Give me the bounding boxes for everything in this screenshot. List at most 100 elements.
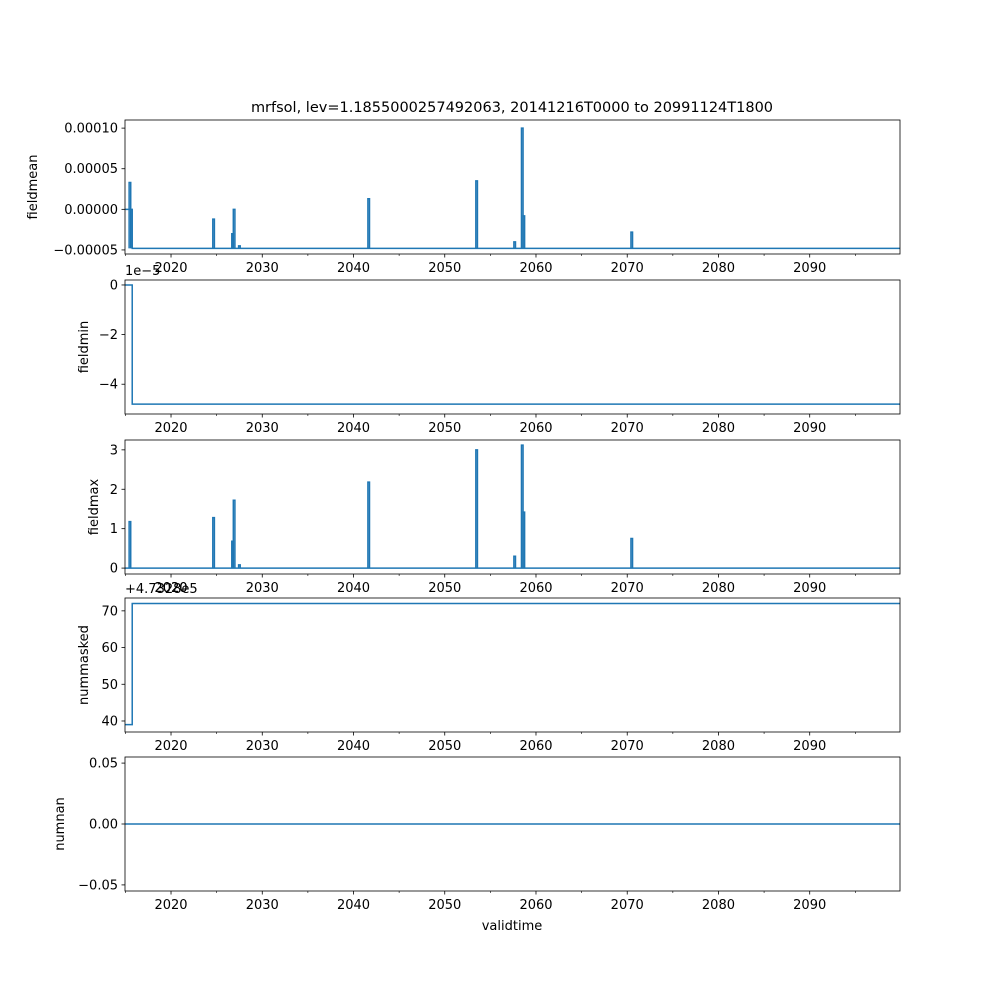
series-line-fieldmean xyxy=(125,208,900,250)
subplot-fieldmean: −0.00005 0.00000 0.00005 0.00010 2020 2030 204… xyxy=(26,119,901,276)
spike-fieldmean-0 xyxy=(128,181,132,249)
x-tick-label: 2020 xyxy=(154,898,187,913)
x-tick-label: 2040 xyxy=(337,581,370,596)
subplot-numnan: −0.05 0.00 0.05 2020 2030 2040 2050 2060 2070 208… xyxy=(53,757,901,913)
y-tick-label: 0.00000 xyxy=(64,203,118,218)
y-tick-label: 0.05 xyxy=(89,757,118,772)
y-tick-label: −2 xyxy=(99,328,118,343)
spike-fieldmax-4 xyxy=(237,564,241,569)
series-line-fieldmin xyxy=(125,284,900,405)
x-tick-label: 2070 xyxy=(611,261,644,276)
y-tick-label: 0 xyxy=(110,278,118,293)
spike-fieldmean-9 xyxy=(522,215,526,249)
subplot-fieldmax: 0 1 2 3 2020 2030 2040 2050 2060 2070 2080 2090 fiel… xyxy=(87,439,901,596)
x-tick-label: 2030 xyxy=(246,739,279,754)
spike-fieldmax-1 xyxy=(212,516,216,569)
x-tick-label: 2090 xyxy=(793,739,826,754)
y-tick-label: −0.00005 xyxy=(53,243,118,258)
x-tick-label: 2080 xyxy=(702,739,735,754)
x-tick-label: 2020 xyxy=(154,739,187,754)
x-tick-label: 2050 xyxy=(428,898,461,913)
spike-fieldmean-5 xyxy=(367,198,371,249)
y-axis-label: fieldmax xyxy=(87,479,102,536)
axes-frame xyxy=(124,279,901,415)
x-tick-label: 2040 xyxy=(337,898,370,913)
x-tick-label: 2090 xyxy=(793,261,826,276)
spike-fieldmean-4 xyxy=(237,245,241,249)
x-tick-label: 2050 xyxy=(428,581,461,596)
x-tick-label: 2070 xyxy=(611,739,644,754)
x-axis-label: validtime xyxy=(482,919,543,934)
x-tick-label: 2070 xyxy=(611,421,644,436)
y-axis-label: fieldmean xyxy=(26,155,41,220)
y-offset-text: +4.7328e5 xyxy=(125,582,198,597)
x-tick-label: 2070 xyxy=(611,581,644,596)
spike-fieldmean-8 xyxy=(520,127,524,249)
y-tick-label: 50 xyxy=(101,678,118,693)
x-tick-label: 2050 xyxy=(428,421,461,436)
y-tick-label: 3 xyxy=(110,443,118,458)
subplot-fieldmin: −4 −2 0 2020 2030 2040 2050 2060 2070 2080 2090 fie… xyxy=(77,264,901,436)
y-tick-label: 0.00 xyxy=(89,818,118,833)
x-tick-label: 2040 xyxy=(337,261,370,276)
y-tick-label: 0 xyxy=(110,562,118,577)
spike-fieldmean-7 xyxy=(513,241,517,249)
y-tick-label: 60 xyxy=(101,641,118,656)
chart-title: mrfsol, lev=1.1855000257492063, 20141216… xyxy=(251,100,773,116)
spike-fieldmax-0 xyxy=(128,520,132,569)
x-tick-label: 2080 xyxy=(702,421,735,436)
axes-frame xyxy=(124,119,901,255)
spike-fieldmax-3 xyxy=(232,499,236,569)
axes-frame xyxy=(124,439,901,575)
x-tick-label: 2060 xyxy=(519,421,552,436)
axes-frame xyxy=(124,597,901,733)
x-tick-label: 2050 xyxy=(428,261,461,276)
y-tick-label: −0.05 xyxy=(78,878,118,893)
y-tick-label: 2 xyxy=(110,483,118,498)
y-tick-label: −4 xyxy=(99,378,118,393)
x-tick-label: 2090 xyxy=(793,421,826,436)
overlap-x-tick-label: 2020 xyxy=(154,581,187,596)
x-tick-label: 2030 xyxy=(246,898,279,913)
x-tick-label: 2030 xyxy=(246,421,279,436)
y-tick-label: 40 xyxy=(101,714,118,729)
spike-fieldmean-3 xyxy=(232,208,236,249)
y-axis-label: numnan xyxy=(53,797,68,851)
x-tick-label: 2020 xyxy=(154,261,187,276)
spike-fieldmean-6 xyxy=(475,180,479,249)
x-tick-label: 2020 xyxy=(154,581,187,596)
x-tick-label: 2090 xyxy=(793,898,826,913)
series-line-nummasked xyxy=(125,602,900,726)
spike-fieldmean-10 xyxy=(630,231,634,249)
x-tick-label: 2080 xyxy=(702,261,735,276)
x-tick-label: 2060 xyxy=(519,261,552,276)
x-tick-label: 2060 xyxy=(519,739,552,754)
spike-fieldmax-8 xyxy=(520,444,524,569)
y-tick-label: 0.00005 xyxy=(64,162,118,177)
spike-fieldmax-9 xyxy=(522,511,526,569)
spike-fieldmax-5 xyxy=(367,481,371,569)
x-tick-label: 2070 xyxy=(611,898,644,913)
y-tick-label: 70 xyxy=(101,604,118,619)
subplot-nummasked: 40 50 60 70 2020 2030 2040 2050 2060 2070 2080 2090… xyxy=(77,582,901,754)
spike-fieldmax-6 xyxy=(475,449,479,569)
y-tick-label: 1 xyxy=(110,522,118,537)
x-tick-label: 2030 xyxy=(246,261,279,276)
x-tick-label: 2080 xyxy=(702,898,735,913)
y-axis-label: fieldmin xyxy=(77,321,92,374)
x-tick-label: 2060 xyxy=(519,581,552,596)
y-tick-label: 0.00010 xyxy=(64,122,118,137)
spike-fieldmax-7 xyxy=(513,555,517,569)
x-tick-label: 2080 xyxy=(702,581,735,596)
y-axis-label: nummasked xyxy=(77,625,92,705)
spike-fieldmax-10 xyxy=(630,537,634,569)
x-tick-label: 2040 xyxy=(337,421,370,436)
spike-fieldmean-1 xyxy=(212,218,216,249)
x-tick-label: 2090 xyxy=(793,581,826,596)
y-offset-text: 1e−5 xyxy=(125,264,160,279)
x-tick-label: 2040 xyxy=(337,739,370,754)
x-tick-label: 2050 xyxy=(428,739,461,754)
